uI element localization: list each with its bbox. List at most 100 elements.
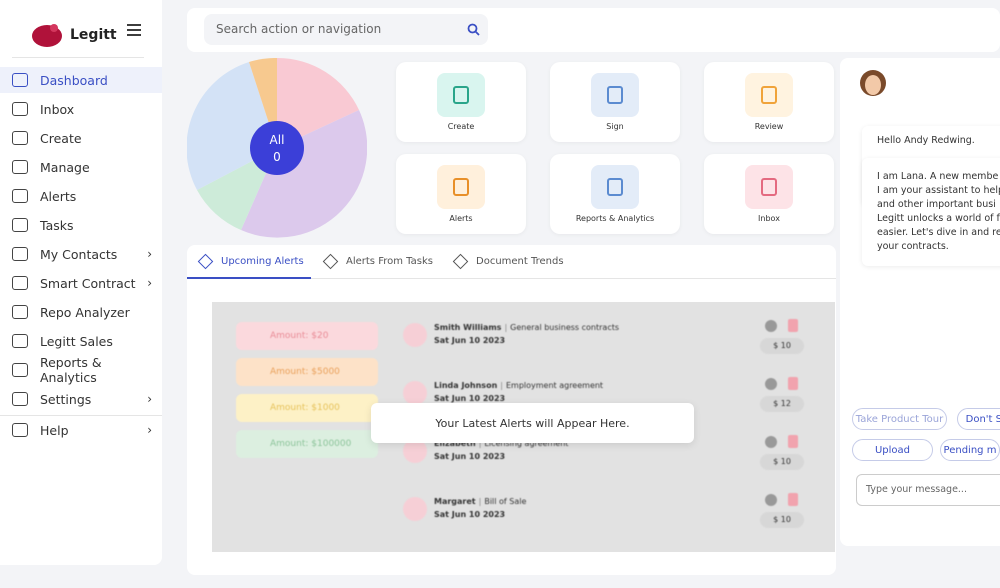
tab[interactable]: Upcoming Alerts: [197, 253, 304, 270]
nav-icon: [12, 189, 28, 203]
icon-glyph: [761, 86, 777, 104]
suggestion-chip[interactable]: Don't Sh: [957, 408, 1000, 430]
tab-label: Upcoming Alerts: [221, 256, 304, 267]
tab-label: Document Trends: [476, 256, 564, 267]
nav-item[interactable]: Reports & Analytics: [0, 355, 162, 385]
delete-icon[interactable]: [788, 377, 798, 390]
quick-action-card[interactable]: Reports & Analytics: [550, 154, 680, 234]
quick-action-card[interactable]: Inbox: [704, 154, 834, 234]
alert-date: Sat Jun 10 2023: [434, 336, 506, 345]
quick-action-card[interactable]: Alerts: [396, 154, 526, 234]
nav-chevron: ›: [147, 276, 152, 290]
nav-label: Manage: [40, 159, 90, 175]
chat-message-line: Legitt unlocks a world of f: [877, 213, 1000, 224]
quick-action-icon: [437, 73, 485, 117]
chat-message-line: easier. Let's dive in and re: [877, 227, 1000, 238]
amount-chip: Amount: $1000: [236, 394, 378, 422]
nav-icon: [12, 276, 28, 290]
logo: [32, 24, 62, 47]
alert-title: Linda Johnson | Employment agreement: [434, 381, 603, 390]
nav-item[interactable]: Dashboard: [0, 67, 162, 93]
quick-action-icon: [591, 165, 639, 209]
nav-icon: [12, 363, 28, 377]
quick-action-card[interactable]: Create: [396, 62, 526, 142]
suggestion-chip[interactable]: Upload: [852, 439, 933, 461]
chat-message-line: I am Lana. A new membe: [877, 171, 999, 182]
alert-name: Elizabeth: [434, 439, 476, 448]
nav-icon: [12, 160, 28, 174]
quick-action-icon: [745, 73, 793, 117]
alert-price: $ 10: [760, 338, 804, 354]
nav-chevron: ›: [147, 392, 152, 406]
alert-name: Smith Williams: [434, 323, 502, 332]
alert-icon: [403, 323, 427, 347]
tab-icon: [452, 253, 469, 270]
alert-type: Employment agreement: [505, 381, 604, 390]
alert-price: $ 10: [760, 454, 804, 470]
alert-date: Sat Jun 10 2023: [434, 394, 506, 403]
tab[interactable]: Alerts From Tasks: [322, 253, 433, 270]
quick-action-label: Review: [754, 122, 784, 131]
chat-message-line: your contracts.: [877, 241, 949, 252]
quick-action-card[interactable]: Review: [704, 62, 834, 142]
chat-input[interactable]: Type your message...: [856, 474, 1000, 506]
chat-input-placeholder: Type your message...: [866, 484, 967, 495]
nav-label: My Contacts: [40, 246, 118, 262]
nav-icon: [12, 423, 28, 437]
nav-icon: [12, 334, 28, 348]
suggestion-chip[interactable]: Pending m: [940, 439, 1000, 461]
nav-item[interactable]: Inbox: [0, 96, 162, 122]
divider: [12, 57, 144, 58]
nav-label: Dashboard: [40, 72, 108, 88]
nav-item[interactable]: Repo Analyzer: [0, 299, 162, 325]
delete-icon[interactable]: [788, 435, 798, 448]
nav-item[interactable]: Legitt Sales: [0, 328, 162, 354]
search-box[interactable]: Search action or navigation: [204, 14, 488, 45]
quick-action-icon: [437, 165, 485, 209]
status-dot: [765, 320, 777, 332]
suggestion-chip[interactable]: Take Product Tour: [852, 408, 947, 430]
delete-icon[interactable]: [788, 319, 798, 332]
nav-item[interactable]: My Contacts ›: [0, 241, 162, 267]
alert-price: $ 12: [760, 396, 804, 412]
icon-glyph: [761, 178, 777, 196]
icon-glyph: [453, 178, 469, 196]
menu-toggle[interactable]: [127, 24, 141, 36]
alert-type: General business contracts: [510, 323, 620, 332]
alert-title: Elizabeth | Licensing agreement: [434, 439, 568, 448]
quick-action-card[interactable]: Sign: [550, 62, 680, 142]
nav-icon: [12, 305, 28, 319]
brand: Legitt: [70, 27, 117, 43]
alert-row: Linda Johnson | Employment agreement Sat Ju…: [403, 377, 823, 428]
nav-label: Tasks: [40, 217, 74, 233]
empty-message: Your Latest Alerts will Appear Here.: [371, 403, 694, 443]
nav-item[interactable]: Settings ›: [0, 386, 162, 412]
alert-sep: |: [500, 381, 503, 390]
nav-item[interactable]: Help ›: [0, 417, 162, 443]
alert-row: Smith Williams | General business contract…: [403, 319, 823, 370]
tab-indicator: [187, 277, 311, 279]
sidebar: Legitt Dashboard Inbox Create Manage Alerts T…: [0, 0, 162, 565]
pie-chart: [187, 58, 367, 238]
nav-item[interactable]: Smart Contract ›: [0, 270, 162, 296]
search-icon[interactable]: [467, 23, 480, 36]
nav-label: Create: [40, 130, 82, 146]
alert-icon: [403, 381, 427, 405]
icon-glyph: [607, 178, 623, 196]
alert-title: Smith Williams | General business contract…: [434, 323, 619, 332]
nav-icon: [12, 73, 28, 87]
delete-icon[interactable]: [788, 493, 798, 506]
summary-count: 0: [273, 150, 281, 164]
alert-row: Margaret | Bill of Sale Sat Jun 10 2023 $ 10: [403, 493, 823, 544]
alert-name: Linda Johnson: [434, 381, 498, 390]
nav-item[interactable]: Tasks: [0, 212, 162, 238]
nav-item[interactable]: Alerts: [0, 183, 162, 209]
nav-item[interactable]: Manage: [0, 154, 162, 180]
nav-label: Legitt Sales: [40, 333, 113, 349]
alert-icon: [403, 497, 427, 521]
tab[interactable]: Document Trends: [452, 253, 564, 270]
nav-item[interactable]: Create: [0, 125, 162, 151]
status-dot: [765, 378, 777, 390]
tab-icon: [197, 253, 214, 270]
nav-label: Repo Analyzer: [40, 304, 130, 320]
